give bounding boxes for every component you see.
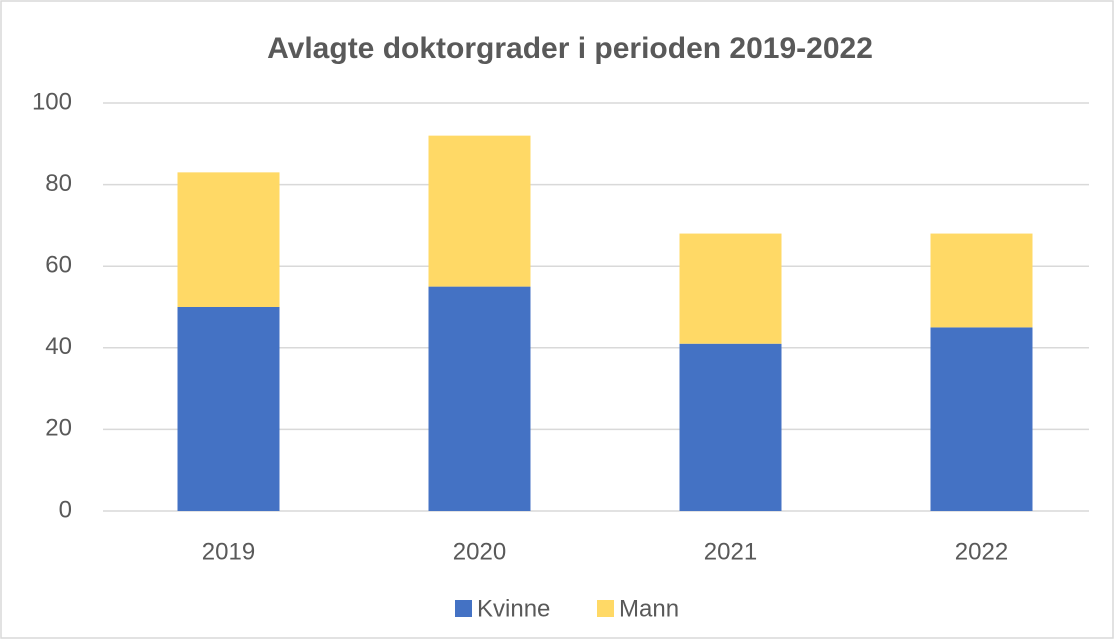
y-tick-label: 80	[45, 170, 72, 197]
y-tick-label: 100	[32, 88, 72, 115]
x-tick-label: 2022	[955, 538, 1008, 565]
y-tick-label: 0	[59, 496, 72, 523]
legend-swatch	[597, 600, 614, 617]
legend-label: Mann	[619, 595, 679, 622]
bar-segment	[930, 233, 1033, 328]
x-tick-label: 2021	[704, 538, 757, 565]
bar-segment	[428, 135, 531, 287]
x-tick-label: 2019	[202, 538, 255, 565]
bar-segment	[679, 233, 782, 344]
bar-segment	[428, 286, 531, 511]
bar-segment	[930, 327, 1033, 511]
legend-swatch	[455, 600, 472, 617]
y-tick-label: 20	[45, 415, 72, 442]
chart-title: Avlagte doktorgrader i perioden 2019-202…	[267, 32, 873, 65]
bar-segment	[177, 307, 280, 511]
y-tick-label: 60	[45, 252, 72, 279]
bar-segment	[679, 343, 782, 511]
y-tick-label: 40	[45, 333, 72, 360]
legend-label: Kvinne	[477, 595, 550, 622]
x-tick-label: 2020	[453, 538, 506, 565]
bar-segment	[177, 172, 280, 307]
